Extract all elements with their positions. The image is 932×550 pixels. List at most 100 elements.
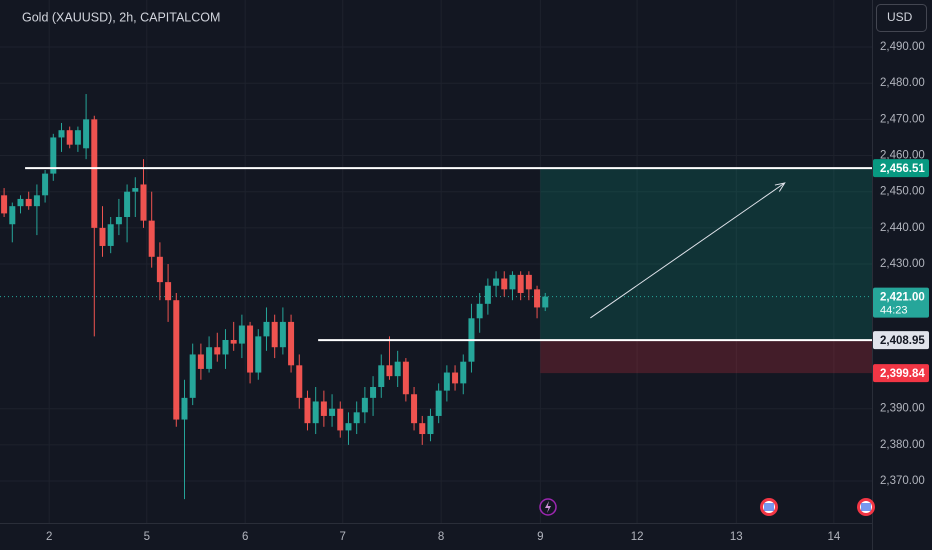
y-tick-label: 2,470.00 <box>880 113 925 125</box>
x-tick-label: 8 <box>438 531 444 543</box>
candle-body <box>124 191 131 218</box>
price-label-box <box>873 364 929 383</box>
current-price-box <box>873 287 929 318</box>
event-flag <box>764 503 774 511</box>
candle-body <box>99 227 106 246</box>
x-tick-label: 13 <box>730 531 743 543</box>
y-tick-label: 2,390.00 <box>880 403 925 415</box>
candle-body <box>148 220 155 257</box>
candle-body <box>74 130 81 145</box>
currency-button[interactable] <box>876 4 927 32</box>
arrow-head <box>774 182 786 192</box>
event-icon-bolt <box>545 501 551 513</box>
candle-body <box>181 397 188 420</box>
candle-body <box>132 188 139 192</box>
x-tick-label: 9 <box>537 531 543 543</box>
candle-body <box>370 387 377 398</box>
currency-label: USD <box>887 10 913 24</box>
candle-body <box>165 282 172 301</box>
y-tick-label: 2,460.00 <box>880 150 925 162</box>
candle-body <box>419 423 426 435</box>
candle-body <box>17 198 24 207</box>
candle-body <box>320 401 327 416</box>
candle-body <box>214 347 221 355</box>
candle-body <box>386 365 393 377</box>
candle-body <box>115 217 122 225</box>
candle-body <box>517 274 524 293</box>
x-tick-label: 7 <box>340 531 346 543</box>
y-tick-label: 2,370.00 <box>880 475 925 487</box>
candle-body <box>140 184 147 221</box>
candle-body <box>402 361 409 395</box>
x-tick-label: 12 <box>631 531 644 543</box>
candle-body <box>288 321 295 366</box>
candle-body <box>501 278 508 290</box>
price-label: 2,408.95 <box>880 335 925 347</box>
candle-body <box>66 130 73 145</box>
candle-body <box>296 365 303 398</box>
candle-body <box>222 339 229 355</box>
candle-body <box>271 321 278 348</box>
price-label-box <box>873 331 929 350</box>
candle-body <box>353 412 360 424</box>
candle-body <box>189 354 196 398</box>
candle-body <box>304 397 311 424</box>
y-tick-label: 2,490.00 <box>880 41 925 53</box>
candle-body <box>435 390 442 416</box>
plot-area <box>0 94 872 500</box>
candle-body <box>247 325 254 373</box>
bar-countdown: 44:23 <box>880 304 908 316</box>
candle-body <box>206 347 213 369</box>
candle-body <box>378 365 385 388</box>
candle-body <box>42 173 49 196</box>
profit-zone <box>540 168 872 341</box>
candle-body <box>238 325 245 344</box>
candle-body <box>83 119 90 149</box>
candle-body <box>525 274 532 290</box>
event-icon[interactable] <box>539 498 557 516</box>
candle-body <box>411 394 418 424</box>
candle-body <box>50 137 57 174</box>
loss-zone <box>540 340 872 374</box>
candle-body <box>263 321 270 337</box>
price-label: 2,456.51 <box>880 163 925 175</box>
candle-body <box>230 339 237 344</box>
y-tick-label: 2,450.00 <box>880 186 925 198</box>
event-flag <box>861 503 871 511</box>
candle-body <box>534 289 541 308</box>
event-icons <box>539 498 875 516</box>
candle-body <box>345 423 352 431</box>
candle-body <box>493 278 500 286</box>
y-tick-label: 2,430.00 <box>880 258 925 270</box>
y-tick-label: 2,440.00 <box>880 222 925 234</box>
candle-body <box>9 206 16 225</box>
candle-body <box>58 130 65 138</box>
candle-body <box>484 285 491 304</box>
y-tick-label: 2,380.00 <box>880 439 925 451</box>
candle-body <box>427 415 434 435</box>
x-tick-label: 5 <box>144 531 150 543</box>
candle-body <box>279 321 286 348</box>
candle-body <box>329 408 336 416</box>
candle-body <box>337 408 344 431</box>
candle-body <box>91 119 98 228</box>
candle-body <box>443 372 450 391</box>
x-tick-label: 2 <box>46 531 52 543</box>
trend-arrow <box>590 182 785 319</box>
grid <box>0 0 872 523</box>
candle-body <box>509 274 516 290</box>
x-tick-label: 14 <box>827 531 840 543</box>
chart-title: Gold (XAUUSD), 2h, CAPITALCOM <box>22 10 220 24</box>
candle-body <box>25 198 32 207</box>
candle-body <box>361 397 368 413</box>
candle-body <box>1 195 8 214</box>
x-tick-label: 6 <box>242 531 248 543</box>
candle-body <box>33 195 40 207</box>
price-label: 2,399.84 <box>880 368 925 380</box>
current-price-label: 2,421.00 <box>880 292 925 304</box>
candle-body <box>173 300 180 420</box>
price-label-box <box>873 159 929 178</box>
